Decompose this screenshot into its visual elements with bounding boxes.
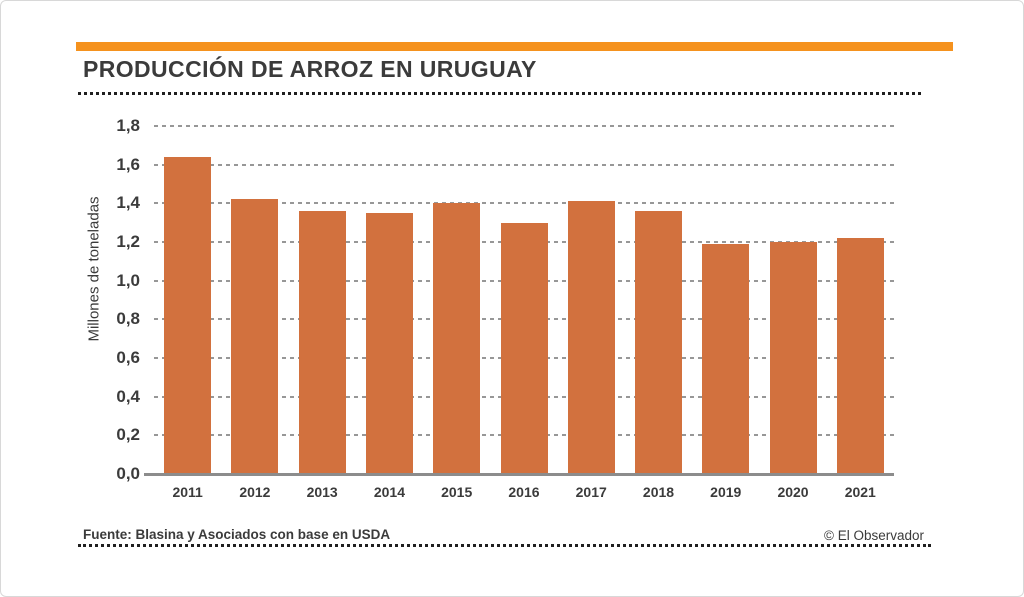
- plot-area: 0,0 0,2 0,4 0,6 0,8 1,0 1,2 1,4 1,6 1,8: [116, 116, 894, 483]
- bar-2014: [365, 213, 413, 474]
- gridline: [154, 163, 894, 166]
- y-tick-label: 1,2: [116, 232, 140, 251]
- y-tick-label: 0,4: [116, 386, 140, 406]
- x-axis-baseline: [144, 473, 894, 476]
- gridline: [154, 202, 894, 205]
- y-tick-label: 1,0: [116, 270, 140, 290]
- source-text: Fuente: Blasina y Asociados con base en …: [83, 527, 391, 542]
- x-axis-labels: 2011 2012 2013 2014 2015 2016 2017 2018 2019 2020…: [154, 484, 894, 500]
- bar-2015: [433, 203, 481, 474]
- bar-2016: [500, 222, 548, 474]
- y-tick-label: 0,2: [116, 425, 140, 445]
- x-tick-label: 2019: [710, 484, 742, 500]
- x-tick-label: 2015: [441, 484, 473, 500]
- bar-2013: [298, 211, 346, 474]
- bar-2020: [769, 242, 817, 474]
- x-tick-label: 2013: [306, 484, 338, 500]
- gridline: [154, 125, 894, 127]
- y-tick-label: 0,6: [116, 348, 140, 367]
- copyright-text: © El Observador: [824, 528, 924, 543]
- x-tick-label: 2020: [777, 484, 809, 500]
- y-tick-label: 1,4: [116, 193, 140, 213]
- x-tick-label: 2018: [642, 484, 675, 500]
- x-tick-label: 2016: [508, 484, 540, 500]
- title-dotted-rule: [78, 92, 921, 95]
- page-title: PRODUCCIÓN DE ARROZ EN URUGUAY: [83, 56, 537, 82]
- bar-2012: [231, 199, 279, 474]
- bar-2017: [567, 201, 615, 474]
- x-tick-label: 2011: [172, 484, 203, 500]
- bar-2019: [702, 243, 750, 474]
- bar-2021: [836, 238, 884, 474]
- y-tick-label: 0,8: [116, 309, 140, 329]
- x-tick-label: 2014: [373, 484, 405, 500]
- y-tick-label: 1,6: [116, 154, 140, 174]
- x-tick-label: 2021: [844, 484, 876, 500]
- x-tick-label: 2012: [239, 484, 271, 500]
- y-tick-label: 1,8: [116, 116, 140, 135]
- x-tick-label: 2017: [575, 484, 607, 500]
- bar-2011: [164, 156, 212, 474]
- y-tick-label: 0,0: [116, 464, 140, 483]
- bar-2018: [635, 211, 683, 474]
- footer-dotted-rule: [78, 544, 931, 547]
- top-accent-bar: [76, 42, 953, 51]
